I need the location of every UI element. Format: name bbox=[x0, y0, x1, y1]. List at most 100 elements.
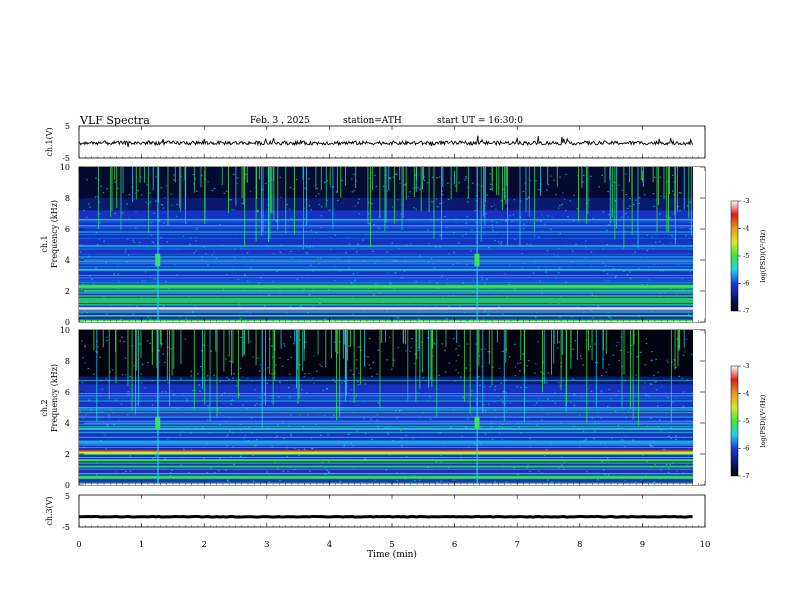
spectrogram-speckle bbox=[624, 446, 626, 448]
spectrogram-speckle bbox=[513, 199, 516, 201]
sferic-line bbox=[415, 330, 417, 402]
spectrogram-speckle bbox=[671, 190, 674, 192]
spectrogram-speckle bbox=[487, 314, 489, 316]
colorbar-tick-label: -4 bbox=[743, 225, 749, 233]
spectrogram-speckle bbox=[161, 391, 163, 393]
spectrogram-speckle bbox=[660, 429, 662, 431]
spectrogram-speckle bbox=[514, 239, 516, 241]
tone-line bbox=[79, 426, 693, 427]
spectrogram-speckle bbox=[404, 184, 406, 186]
spectrogram-speckle bbox=[629, 278, 632, 280]
spectrogram-speckle bbox=[232, 445, 234, 448]
spectrogram-speckle bbox=[644, 381, 646, 384]
spectrogram-speckle bbox=[133, 365, 136, 367]
spectrogram-speckle bbox=[256, 211, 259, 213]
spectrogram-speckle bbox=[194, 240, 197, 242]
spectrogram-speckle bbox=[176, 215, 178, 217]
spectrogram-speckle bbox=[194, 178, 197, 180]
spectrogram-speckle bbox=[374, 174, 376, 177]
spectrogram-speckle bbox=[514, 374, 516, 377]
spectrogram-speckle bbox=[308, 205, 311, 207]
spectrogram-speckle bbox=[95, 350, 97, 353]
spectrogram-speckle bbox=[413, 207, 415, 209]
spectrogram-speckle bbox=[195, 228, 198, 230]
spectrogram-speckle bbox=[690, 353, 693, 356]
colorbar-tick-label: -6 bbox=[743, 445, 749, 453]
sferic-line bbox=[156, 330, 158, 369]
spectrogram-speckle bbox=[249, 313, 251, 315]
sferic-line bbox=[367, 167, 369, 222]
sferic-line bbox=[407, 330, 409, 401]
spectrogram-speckle bbox=[555, 194, 557, 196]
spectrogram-speckle bbox=[643, 387, 645, 389]
spectrogram-speckle bbox=[446, 278, 449, 281]
spectrogram-speckle bbox=[492, 229, 494, 231]
spectrogram-speckle bbox=[306, 246, 308, 248]
sferic-line bbox=[280, 330, 282, 349]
spectrogram-speckle bbox=[413, 363, 416, 365]
spectrogram-speckle bbox=[306, 252, 308, 254]
spectrogram-speckle bbox=[627, 216, 629, 219]
spectrogram-speckle bbox=[389, 177, 392, 179]
tone-line bbox=[79, 299, 693, 301]
sferic-line bbox=[595, 330, 597, 409]
spectrogram-speckle bbox=[682, 391, 685, 393]
sferic-line bbox=[270, 167, 272, 213]
spectrogram-speckle bbox=[79, 411, 82, 413]
spectrogram-speckle bbox=[316, 187, 319, 189]
sferic-line bbox=[482, 330, 484, 414]
spectrogram-speckle bbox=[167, 438, 169, 440]
sferic-line bbox=[621, 330, 623, 409]
tone-line bbox=[79, 401, 693, 402]
sferic-line bbox=[228, 330, 230, 357]
spectrogram-speckle bbox=[444, 349, 446, 352]
spectrogram-speckle bbox=[455, 348, 457, 350]
spectrogram-speckle bbox=[248, 427, 250, 429]
spectrogram-speckle bbox=[370, 418, 373, 420]
spectrogram-speckle bbox=[326, 387, 328, 390]
spectrogram-speckle bbox=[270, 401, 273, 403]
tone-line bbox=[79, 296, 693, 298]
sferic-line bbox=[135, 330, 136, 415]
spectrogram-speckle bbox=[635, 199, 637, 201]
spectrogram-speckle bbox=[483, 386, 485, 388]
spectrogram-speckle bbox=[357, 202, 359, 204]
spectrogram-speckle bbox=[104, 434, 106, 436]
spectrogram-speckle bbox=[152, 457, 154, 460]
spectrogram-speckle bbox=[230, 199, 232, 201]
spectrogram-speckle bbox=[164, 391, 167, 393]
spectrogram-speckle bbox=[677, 211, 679, 213]
spectrogram-speckle bbox=[355, 367, 358, 369]
spectrogram-speckle bbox=[537, 341, 539, 343]
spectrogram-speckle bbox=[232, 377, 235, 379]
tone-line bbox=[79, 295, 693, 297]
spectrogram-speckle bbox=[371, 438, 374, 441]
tone-line bbox=[79, 248, 693, 250]
spectrogram-speckle bbox=[200, 174, 203, 176]
spectrogram-speckle bbox=[392, 176, 395, 178]
spectrogram-speckle bbox=[591, 294, 594, 296]
spectrogram-speckle bbox=[486, 278, 488, 280]
sferic-line bbox=[340, 167, 342, 198]
spectrogram-speckle bbox=[140, 382, 143, 384]
spectrogram-speckle bbox=[95, 232, 98, 234]
spectrogram-speckle bbox=[481, 279, 484, 281]
sferic-line bbox=[302, 167, 304, 180]
spectrogram-speckle bbox=[326, 180, 329, 182]
spectrogram-speckle bbox=[231, 399, 234, 401]
spectrogram-speckle bbox=[687, 455, 690, 457]
tone-line bbox=[79, 293, 693, 295]
spectrogram-speckle bbox=[441, 275, 443, 277]
spectrogram-speckle bbox=[141, 280, 144, 282]
spectrogram-speckle bbox=[544, 223, 546, 225]
spectrogram-speckle bbox=[352, 373, 355, 376]
spectrogram-speckle bbox=[651, 359, 653, 361]
spectrogram-speckle bbox=[194, 389, 196, 392]
spectrogram-speckle bbox=[319, 302, 321, 305]
spectrogram-speckle bbox=[278, 396, 280, 398]
spectrogram-speckle bbox=[304, 341, 307, 343]
spectrogram-speckle bbox=[283, 343, 285, 345]
spectrogram-speckle bbox=[218, 470, 220, 472]
freq-tick-label: 8 bbox=[65, 357, 70, 366]
spectrogram-speckle bbox=[583, 439, 585, 441]
